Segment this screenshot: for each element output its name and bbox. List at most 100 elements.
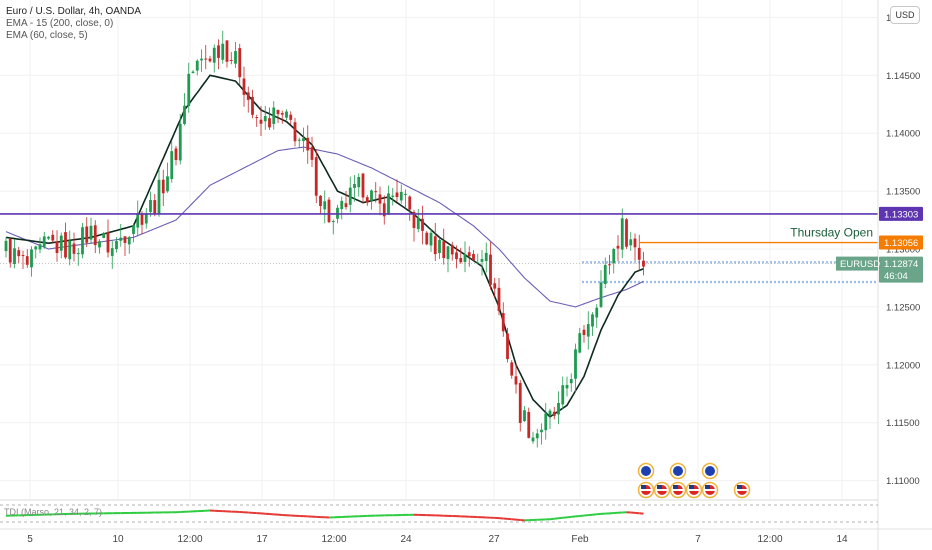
candle[interactable] xyxy=(442,228,446,265)
candle[interactable] xyxy=(132,223,135,243)
candle[interactable] xyxy=(229,52,233,65)
candle[interactable] xyxy=(438,237,441,259)
event-marker[interactable] xyxy=(637,462,655,480)
candle[interactable] xyxy=(489,241,492,290)
candle[interactable] xyxy=(387,185,390,216)
candle[interactable] xyxy=(467,246,471,267)
candle[interactable] xyxy=(119,223,123,247)
candle[interactable] xyxy=(480,249,484,276)
candle[interactable] xyxy=(370,189,373,210)
candle[interactable] xyxy=(259,106,263,137)
candle[interactable] xyxy=(501,302,505,337)
candle[interactable] xyxy=(535,428,539,448)
candle[interactable] xyxy=(561,376,565,410)
candle[interactable] xyxy=(552,406,556,420)
candle[interactable] xyxy=(514,364,518,394)
candle[interactable] xyxy=(306,125,310,164)
candle[interactable] xyxy=(183,93,186,126)
candle[interactable] xyxy=(204,45,208,70)
currency-button[interactable]: USD xyxy=(890,6,920,24)
event-marker[interactable] xyxy=(637,481,655,499)
candle[interactable] xyxy=(595,304,599,328)
candle[interactable] xyxy=(484,242,488,273)
event-marker[interactable] xyxy=(653,481,671,499)
candle[interactable] xyxy=(314,149,318,204)
candle[interactable] xyxy=(221,30,225,64)
candle[interactable] xyxy=(642,251,645,276)
candle[interactable] xyxy=(191,70,195,74)
candle[interactable] xyxy=(238,43,242,86)
candle[interactable] xyxy=(25,249,29,269)
candle[interactable] xyxy=(459,247,463,264)
event-marker[interactable] xyxy=(733,481,751,499)
candle[interactable] xyxy=(272,101,276,130)
candle[interactable] xyxy=(200,49,203,72)
candle[interactable] xyxy=(161,169,165,206)
candle[interactable] xyxy=(633,233,637,261)
candle[interactable] xyxy=(429,229,433,252)
candle[interactable] xyxy=(446,245,450,273)
candle[interactable] xyxy=(149,191,152,217)
event-marker[interactable] xyxy=(701,481,719,499)
candle[interactable] xyxy=(421,205,424,245)
candle[interactable] xyxy=(586,311,590,350)
candle[interactable] xyxy=(64,222,67,260)
candle[interactable] xyxy=(225,40,229,68)
candle[interactable] xyxy=(378,186,382,216)
candle[interactable] xyxy=(136,200,140,236)
candle[interactable] xyxy=(170,141,174,183)
candle[interactable] xyxy=(89,217,93,244)
candle[interactable] xyxy=(625,218,628,249)
candle[interactable] xyxy=(81,223,84,259)
candle[interactable] xyxy=(280,110,284,124)
candle[interactable] xyxy=(569,373,573,392)
candle[interactable] xyxy=(616,235,620,262)
candle[interactable] xyxy=(416,208,420,233)
candle[interactable] xyxy=(30,246,33,277)
candle[interactable] xyxy=(565,376,569,397)
candle[interactable] xyxy=(76,247,80,266)
candle[interactable] xyxy=(574,343,577,393)
candle[interactable] xyxy=(246,86,250,113)
candle[interactable] xyxy=(51,230,55,243)
candle[interactable] xyxy=(476,253,480,264)
candle[interactable] xyxy=(319,194,322,214)
candle[interactable] xyxy=(123,236,127,257)
candle[interactable] xyxy=(268,107,271,130)
candle[interactable] xyxy=(361,172,365,204)
candle[interactable] xyxy=(127,235,131,254)
price-axis[interactable]: 1.150001.145001.140001.135001.130001.125… xyxy=(836,0,923,550)
candle[interactable] xyxy=(591,312,594,336)
candle[interactable] xyxy=(144,207,148,229)
candle[interactable] xyxy=(365,194,369,206)
event-marker[interactable] xyxy=(669,481,687,499)
candle[interactable] xyxy=(391,187,395,206)
candle[interactable] xyxy=(106,219,110,258)
candle[interactable] xyxy=(21,250,25,270)
candle[interactable] xyxy=(493,277,497,298)
candle[interactable] xyxy=(357,173,361,197)
candle[interactable] xyxy=(174,145,178,166)
candle[interactable] xyxy=(59,232,63,259)
candle[interactable] xyxy=(510,360,514,379)
candle[interactable] xyxy=(620,208,624,259)
candle[interactable] xyxy=(433,222,437,261)
event-marker[interactable] xyxy=(669,462,687,480)
candle[interactable] xyxy=(251,89,254,119)
candle[interactable] xyxy=(527,407,531,439)
candle[interactable] xyxy=(497,278,501,316)
events[interactable] xyxy=(637,462,751,499)
candle[interactable] xyxy=(157,169,161,217)
candle[interactable] xyxy=(506,327,509,363)
candle[interactable] xyxy=(4,237,8,258)
candle[interactable] xyxy=(285,109,288,121)
candle[interactable] xyxy=(8,238,12,268)
candle[interactable] xyxy=(399,184,403,204)
candle[interactable] xyxy=(55,230,59,262)
candle[interactable] xyxy=(450,241,454,261)
candle[interactable] xyxy=(68,230,72,266)
candle[interactable] xyxy=(293,117,297,147)
candle[interactable] xyxy=(331,219,335,235)
candle[interactable] xyxy=(98,239,101,254)
